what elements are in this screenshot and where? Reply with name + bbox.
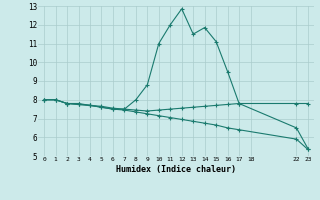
X-axis label: Humidex (Indice chaleur): Humidex (Indice chaleur) xyxy=(116,165,236,174)
